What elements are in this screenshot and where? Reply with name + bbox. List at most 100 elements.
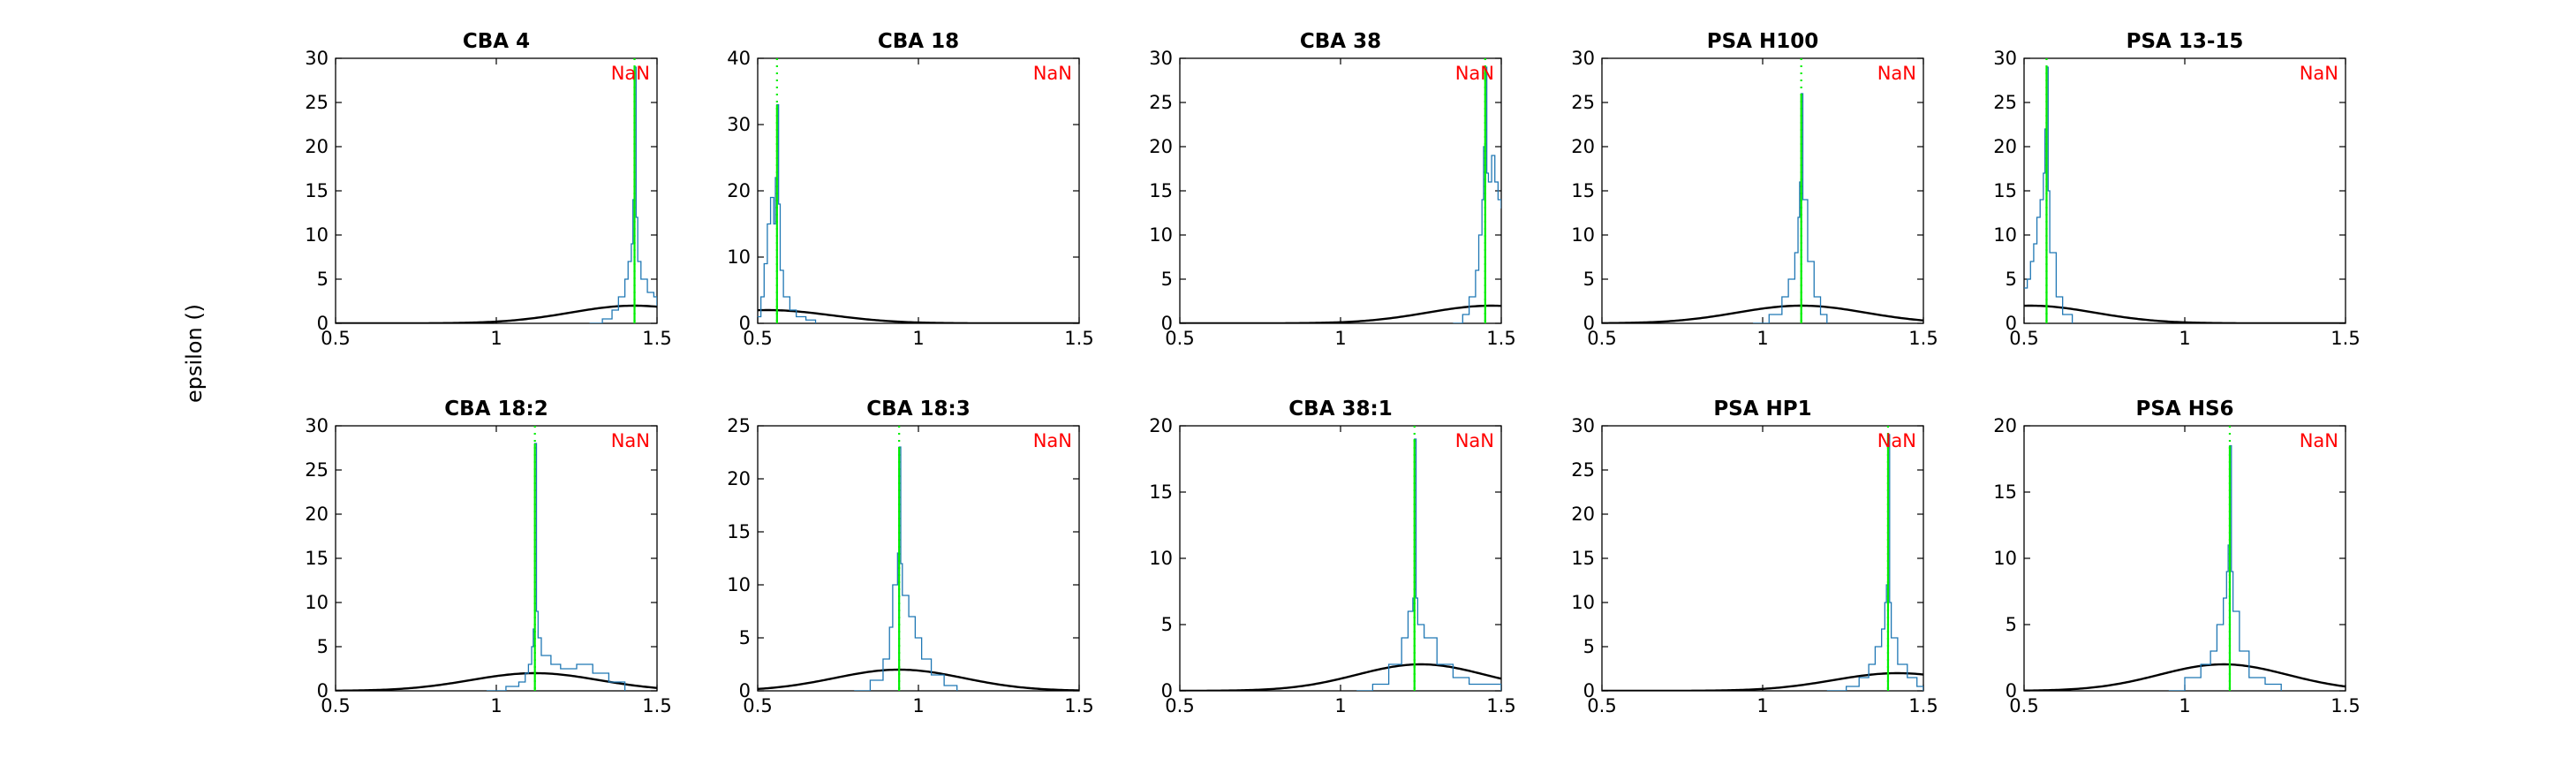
y-tick-label: 5 <box>317 636 329 657</box>
subplot-title: CBA 18 <box>878 30 959 53</box>
gaussian-fit-line <box>1602 304 1923 323</box>
subplot-title: CBA 18:2 <box>444 398 548 421</box>
y-tick-label: 25 <box>727 415 751 436</box>
y-tick-label: 20 <box>727 468 751 489</box>
x-tick-label: 1 <box>1334 328 1346 349</box>
x-tick-label: 1 <box>490 328 502 349</box>
x-tick-label: 1 <box>1756 328 1768 349</box>
plot-area <box>2024 426 2346 691</box>
y-tick-label: 15 <box>1571 548 1595 569</box>
y-tick-label: 40 <box>727 48 751 69</box>
y-tick-label: 15 <box>1993 481 2017 503</box>
y-tick-label: 30 <box>1149 48 1173 69</box>
subplot-title: CBA 4 <box>463 30 530 53</box>
y-tick-label: 10 <box>1993 224 2017 246</box>
subplot-6: CBA 18:2 0.5 1 1.5 0 5 10 15 20 25 30 NaN <box>305 398 671 716</box>
y-tick-label: 25 <box>1993 92 2017 113</box>
y-tick-label: 15 <box>1993 180 2017 201</box>
y-tick-label: 20 <box>1993 136 2017 157</box>
nan-annotation: NaN <box>611 63 650 84</box>
x-tick-label: 1 <box>912 328 924 349</box>
y-tick-label: 30 <box>305 48 329 69</box>
histogram-series-line <box>1356 438 1501 691</box>
y-tick-label: 20 <box>305 504 329 525</box>
y-tick-label: 30 <box>1571 48 1595 69</box>
y-tick-label: 10 <box>1149 548 1173 569</box>
x-tick-label: 1.5 <box>2330 328 2360 349</box>
y-tick-label: 20 <box>1149 136 1173 157</box>
subplot-title: PSA H100 <box>1707 30 1819 53</box>
y-tick-label: 25 <box>305 459 329 481</box>
subplot-4: PSA H100 0.5 1 1.5 0 5 10 15 20 25 30 NaN <box>1571 30 1938 349</box>
subplot-5: PSA 13-15 0.5 1 1.5 0 5 10 15 20 25 30 NaN <box>1993 30 2360 349</box>
nan-annotation: NaN <box>1877 430 1916 451</box>
subplot-10: PSA HS6 0.5 1 1.5 0 5 10 15 20 NaN <box>1993 398 2360 716</box>
x-tick-label: 1.5 <box>1064 695 1093 716</box>
gaussian-fit-line <box>1180 663 1501 691</box>
plot-area <box>1180 58 1501 323</box>
y-tick-label: 10 <box>1993 548 2017 569</box>
subplot-7: CBA 18:3 0.5 1 1.5 0 5 10 15 20 25 NaN <box>727 398 1093 716</box>
histogram-series-line <box>2168 444 2282 691</box>
subplot-title: PSA HP1 <box>1713 398 1811 421</box>
subplot-9: PSA HP1 0.5 1 1.5 0 5 10 15 20 25 30 NaN <box>1571 398 1938 716</box>
gaussian-fit-line <box>2024 663 2346 691</box>
x-tick-label: 1.5 <box>1486 695 1515 716</box>
histogram-series-line <box>487 443 626 691</box>
y-tick-label: 20 <box>1571 504 1595 525</box>
y-tick-label: 0 <box>2006 680 2017 701</box>
y-tick-label: 30 <box>1993 48 2017 69</box>
nan-annotation: NaN <box>1455 430 1494 451</box>
x-tick-label: 0.5 <box>1587 328 1616 349</box>
x-tick-label: 0.5 <box>1587 695 1616 716</box>
x-tick-label: 1.5 <box>1908 328 1938 349</box>
x-tick-label: 1 <box>2179 328 2190 349</box>
x-tick-label: 1 <box>1334 695 1346 716</box>
y-tick-label: 30 <box>305 415 329 436</box>
gaussian-fit-line <box>1180 304 1501 323</box>
y-tick-label: 25 <box>1571 459 1595 481</box>
x-tick-label: 1.5 <box>1486 328 1515 349</box>
plot-area <box>758 58 1079 323</box>
y-tick-label: 25 <box>1149 92 1173 113</box>
y-tick-label: 0 <box>739 680 751 701</box>
x-tick-label: 1.5 <box>1908 695 1938 716</box>
x-tick-label: 1.5 <box>642 695 671 716</box>
nan-annotation: NaN <box>611 430 650 451</box>
y-tick-label: 15 <box>1149 180 1173 201</box>
y-tick-label: 10 <box>727 574 751 595</box>
x-tick-label: 0.5 <box>2009 328 2038 349</box>
y-tick-label: 0 <box>1161 680 1173 701</box>
nan-annotation: NaN <box>2300 63 2338 84</box>
y-tick-label: 15 <box>1149 481 1173 503</box>
y-tick-label: 20 <box>727 180 751 201</box>
y-tick-label: 5 <box>739 627 751 648</box>
y-tick-label: 5 <box>1161 614 1173 635</box>
y-tick-label: 20 <box>1571 136 1595 157</box>
plot-area <box>336 58 657 323</box>
x-tick-label: 1 <box>2179 695 2190 716</box>
y-tick-label: 0 <box>1583 313 1595 334</box>
plot-area <box>2024 58 2346 323</box>
plot-area <box>758 426 1079 691</box>
y-tick-label: 5 <box>1583 269 1595 290</box>
plot-area <box>1602 426 1923 691</box>
subplot-title: CBA 18:3 <box>866 398 970 421</box>
subplot-3: CBA 38 0.5 1 1.5 0 5 10 15 20 25 30 NaN <box>1149 30 1515 349</box>
x-tick-label: 0.5 <box>321 695 350 716</box>
x-tick-label: 0.5 <box>743 328 772 349</box>
y-tick-label: 5 <box>1583 636 1595 657</box>
y-tick-label: 0 <box>317 313 329 334</box>
subplot-8: CBA 38:1 0.5 1 1.5 0 5 10 15 20 NaN <box>1149 398 1515 716</box>
nan-annotation: NaN <box>1455 63 1494 84</box>
plot-area <box>336 426 657 691</box>
y-tick-label: 10 <box>1571 224 1595 246</box>
x-tick-label: 1 <box>1756 695 1768 716</box>
y-tick-label: 15 <box>727 521 751 542</box>
gaussian-fit-line <box>2024 304 2346 323</box>
x-tick-label: 1 <box>912 695 924 716</box>
y-tick-label: 0 <box>739 313 751 334</box>
x-tick-label: 1.5 <box>2330 695 2360 716</box>
y-tick-label: 15 <box>305 180 329 201</box>
